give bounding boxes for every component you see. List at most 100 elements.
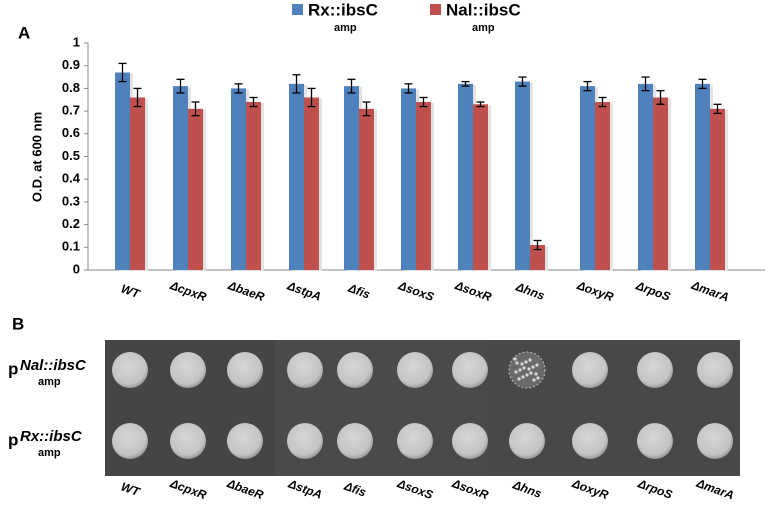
- bar: [458, 83, 473, 270]
- colony: [572, 423, 608, 459]
- y-tick-label: 0.2: [62, 216, 80, 231]
- bar: [695, 83, 710, 270]
- colony: [227, 423, 263, 459]
- colony-speck: [527, 367, 531, 371]
- column-label: Δfis: [342, 479, 369, 500]
- x-tick-label: ΔmarA: [689, 278, 731, 305]
- colony-speck: [517, 377, 521, 381]
- error-bar: [533, 239, 542, 251]
- colony-speck: [521, 375, 525, 379]
- colony-speck: [524, 360, 528, 364]
- colony: [452, 352, 488, 388]
- bar: [289, 83, 304, 270]
- colony: [112, 352, 148, 388]
- colony-speck: [514, 370, 518, 374]
- bar: [638, 83, 653, 270]
- error-bar: [713, 103, 722, 115]
- colony-speck: [529, 371, 533, 375]
- colony: [697, 352, 733, 388]
- legend-subscript: amp: [334, 22, 357, 34]
- bar: [401, 88, 416, 271]
- bar: [359, 108, 374, 270]
- x-tick-label: Δhns: [513, 279, 547, 303]
- row-prefix: p: [8, 359, 18, 378]
- bar: [130, 97, 145, 270]
- error-bar: [362, 101, 371, 117]
- x-tick-label: ΔsoxR: [452, 278, 493, 304]
- colony-speck: [535, 363, 539, 367]
- colony: [397, 423, 433, 459]
- bar: [595, 102, 610, 271]
- colony-speck: [532, 378, 536, 382]
- bar: [188, 108, 203, 270]
- colony-speck: [525, 373, 529, 377]
- bar: [473, 104, 488, 270]
- row-label: Rx::ibsC: [20, 428, 83, 445]
- error-bar: [176, 78, 185, 94]
- colony: [337, 423, 373, 459]
- error-bar: [347, 78, 356, 94]
- colony: [337, 352, 373, 388]
- x-tick-label: ΔsoxS: [396, 278, 436, 304]
- colony: [572, 352, 608, 388]
- row-subscript: amp: [38, 447, 61, 459]
- column-label: ΔsoxS: [395, 476, 435, 502]
- bar: [653, 97, 668, 270]
- column-label: ΔrpoS: [635, 476, 674, 502]
- x-tick-label: ΔoxyR: [574, 278, 615, 304]
- colony-speck: [513, 357, 517, 361]
- legend-swatch: [430, 4, 441, 15]
- y-tick-label: 0.9: [62, 57, 80, 72]
- y-axis-label: O.D. at 600 nm: [29, 112, 44, 202]
- x-tick-label: ΔcpxR: [167, 278, 208, 304]
- colony: [170, 423, 206, 459]
- error-bar: [461, 80, 470, 87]
- error-bar: [698, 78, 707, 90]
- column-label: ΔcpxR: [167, 476, 208, 502]
- column-label: ΔmarA: [694, 476, 736, 503]
- error-bar: [583, 80, 592, 92]
- colony-speck: [531, 365, 535, 369]
- error-bar: [249, 96, 258, 108]
- colony: [508, 351, 546, 389]
- colony-speck: [515, 361, 519, 365]
- bar: [344, 86, 359, 270]
- y-tick-label: 1: [73, 34, 80, 49]
- y-tick-label: 0.3: [62, 193, 80, 208]
- error-bar: [656, 90, 665, 105]
- colony: [397, 352, 433, 388]
- y-tick-label: 0.5: [62, 148, 80, 163]
- error-bar: [404, 83, 413, 94]
- colony-speck: [520, 362, 524, 366]
- row-label: Nal::ibsC: [20, 357, 87, 374]
- column-label: WT: [119, 479, 143, 499]
- legend-label: Rx::ibsC: [308, 0, 378, 19]
- bar: [304, 97, 319, 270]
- error-bar: [118, 62, 127, 83]
- colony: [112, 423, 148, 459]
- error-bar: [641, 76, 650, 92]
- legend-subscript: amp: [472, 22, 495, 34]
- bar: [515, 81, 530, 270]
- bar: [246, 102, 261, 271]
- x-tick-label: Δfis: [346, 281, 373, 302]
- panel-label: B: [12, 314, 24, 333]
- colony: [287, 352, 323, 388]
- error-bar: [191, 101, 200, 117]
- bar: [173, 86, 188, 270]
- x-tick-label: ΔstpA: [285, 278, 323, 303]
- colony-speck: [534, 372, 538, 376]
- panel-label: A: [18, 23, 30, 42]
- error-bar: [598, 96, 607, 108]
- colony-speck: [528, 358, 532, 362]
- colony: [697, 423, 733, 459]
- column-label: ΔstpA: [286, 476, 324, 501]
- column-label: ΔsoxR: [449, 476, 490, 502]
- bar: [710, 108, 725, 270]
- y-tick-label: 0.7: [62, 103, 80, 118]
- colony: [637, 423, 673, 459]
- y-tick-label: 0.6: [62, 125, 80, 140]
- column-label: ΔoxyR: [569, 476, 610, 502]
